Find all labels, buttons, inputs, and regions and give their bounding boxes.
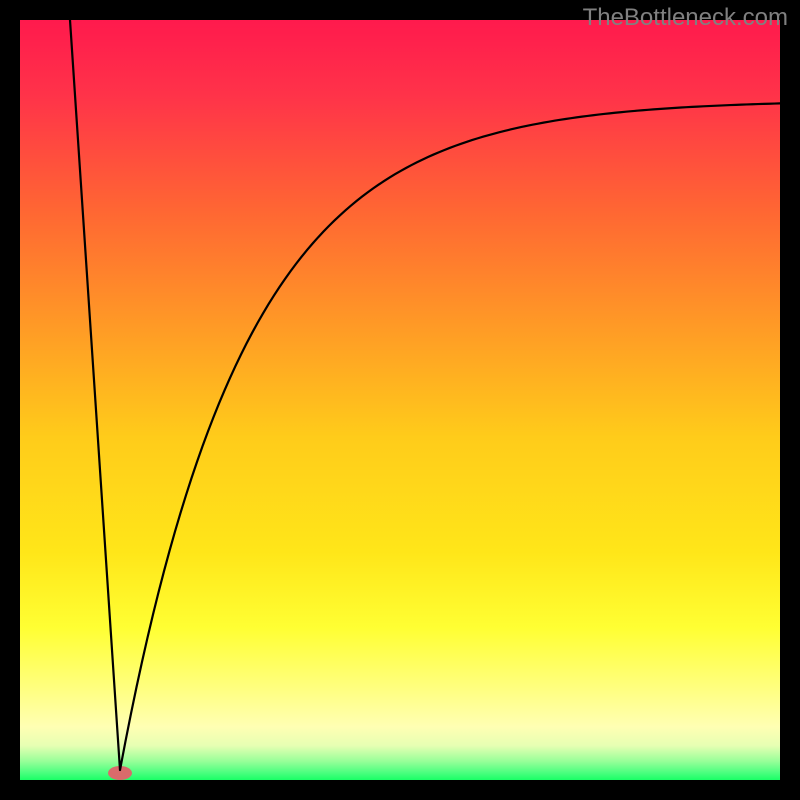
bottleneck-curve-chart xyxy=(0,0,800,800)
watermark-text: TheBottleneck.com xyxy=(583,4,788,32)
plot-background xyxy=(20,20,780,780)
chart-container: TheBottleneck.com xyxy=(0,0,800,800)
